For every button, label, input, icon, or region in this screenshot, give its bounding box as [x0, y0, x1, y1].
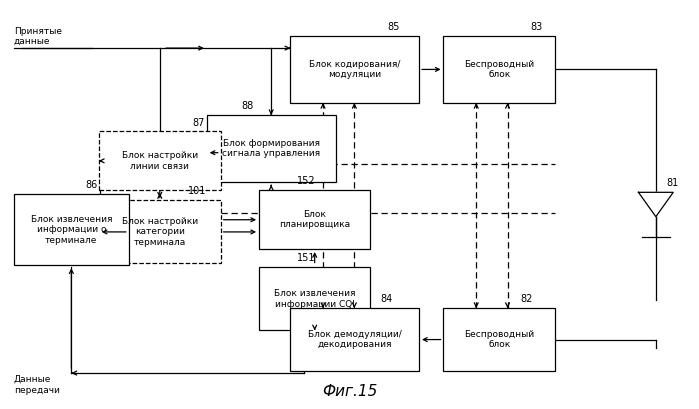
- Text: Блок извлечения
информации о
терминале: Блок извлечения информации о терминале: [31, 215, 112, 245]
- FancyBboxPatch shape: [207, 115, 336, 182]
- Text: 87: 87: [193, 118, 206, 128]
- Text: 84: 84: [381, 294, 393, 304]
- Text: 86: 86: [85, 180, 97, 190]
- Polygon shape: [638, 192, 673, 217]
- Text: Блок настройки
категории
терминала: Блок настройки категории терминала: [122, 217, 198, 247]
- FancyBboxPatch shape: [290, 36, 419, 103]
- FancyBboxPatch shape: [259, 190, 370, 249]
- FancyBboxPatch shape: [99, 131, 221, 190]
- Text: 81: 81: [666, 178, 679, 188]
- FancyBboxPatch shape: [290, 308, 419, 371]
- Text: Фиг.15: Фиг.15: [322, 384, 377, 400]
- Text: 82: 82: [520, 294, 533, 304]
- Text: Данные
передачи: Данные передачи: [14, 375, 60, 395]
- Text: Блок демодуляции/
декодирования: Блок демодуляции/ декодирования: [308, 330, 402, 349]
- Text: 101: 101: [188, 187, 206, 196]
- Text: Принятые
данные: Принятые данные: [14, 27, 62, 46]
- Text: 152: 152: [297, 176, 316, 186]
- FancyBboxPatch shape: [259, 267, 370, 330]
- FancyBboxPatch shape: [14, 194, 129, 265]
- Text: 83: 83: [531, 22, 542, 32]
- Text: Блок
планировщика: Блок планировщика: [279, 210, 350, 229]
- Text: Блок кодирования/
модуляции: Блок кодирования/ модуляции: [309, 60, 401, 79]
- FancyBboxPatch shape: [99, 200, 221, 263]
- Text: Блок формирования
сигнала управления: Блок формирования сигнала управления: [222, 139, 320, 158]
- Text: Блок извлечения
информации CQI: Блок извлечения информации CQI: [274, 289, 355, 309]
- Text: 151: 151: [297, 254, 316, 263]
- FancyBboxPatch shape: [443, 308, 555, 371]
- Text: Блок настройки
линии связи: Блок настройки линии связи: [122, 151, 198, 171]
- FancyBboxPatch shape: [443, 36, 555, 103]
- Text: 85: 85: [388, 22, 400, 32]
- Text: Беспроводный
блок: Беспроводный блок: [464, 330, 534, 349]
- Text: 88: 88: [242, 101, 254, 111]
- Text: Беспроводный
блок: Беспроводный блок: [464, 60, 534, 79]
